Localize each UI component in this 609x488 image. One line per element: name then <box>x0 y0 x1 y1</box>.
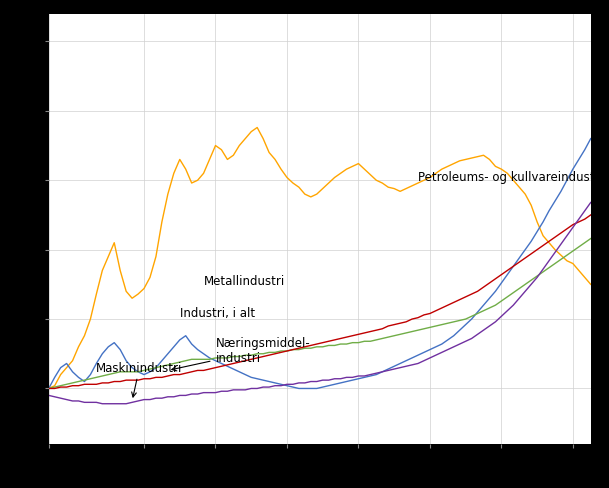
Text: Maskinindustri: Maskinindustri <box>96 361 183 397</box>
Text: Petroleums- og kullvareindustri: Petroleums- og kullvareindustri <box>418 170 603 183</box>
Text: Industri, i alt: Industri, i alt <box>180 306 255 319</box>
Text: Næringsmiddel-
industri: Næringsmiddel- industri <box>172 336 310 371</box>
Text: Metallindustri: Metallindustri <box>203 274 285 287</box>
